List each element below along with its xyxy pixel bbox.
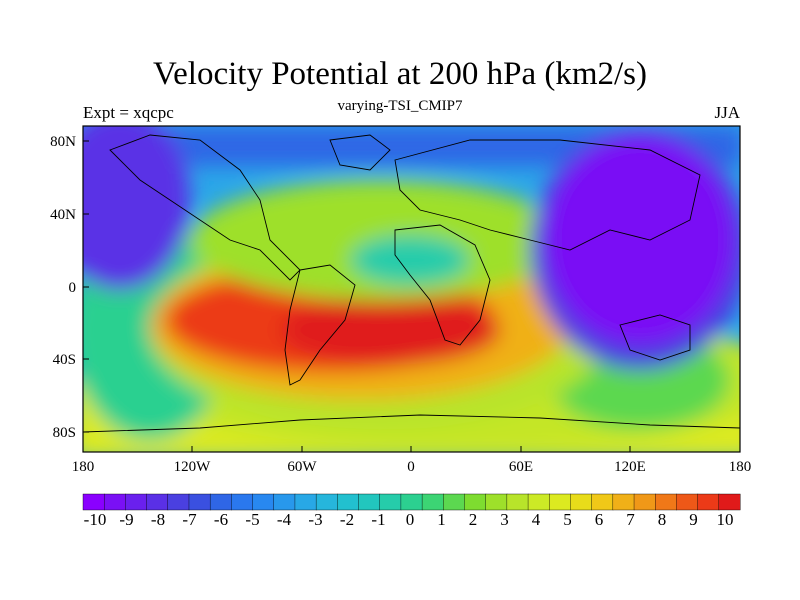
colorbar-swatch: [252, 493, 275, 511]
colorbar-swatch: [294, 493, 317, 511]
north-pacific-purple-west: [83, 126, 190, 290]
colorbar-swatch: [400, 493, 423, 511]
colorbar-swatch: [379, 493, 402, 511]
plot-title: Velocity Potential at 200 hPa (km2/s): [152, 56, 648, 92]
colorbar-label: 0: [406, 510, 415, 529]
africa-coast: [394, 224, 491, 346]
lat-label: 40S: [53, 352, 76, 368]
lat-label: 80N: [50, 134, 76, 150]
colorbar-swatch: [231, 493, 254, 511]
coastlines: [83, 134, 740, 433]
lat-label: 0: [69, 280, 77, 296]
colorbar-swatch: [443, 493, 465, 511]
north-america-coast: [109, 134, 301, 281]
colorbar-swatch: [337, 493, 360, 511]
atlantic-max: [280, 295, 500, 365]
colorbar-swatch: [655, 493, 677, 511]
sahara-cool-pocket: [350, 235, 470, 285]
colorbar-label: 2: [469, 510, 478, 529]
colorbar-label: -5: [245, 510, 259, 529]
colorbar-label: -7: [182, 510, 197, 529]
colorbar-label: 1: [437, 510, 446, 529]
colorbar-swatch: [718, 493, 741, 511]
run-label: varying-TSI_CMIP7: [337, 98, 463, 114]
colorbar-swatch: [570, 493, 593, 511]
colorbar-labels: -10 -9 -8 -7 -6 -5 -4 -3 -2 -1 0 1 2 3 4 5 6 7 8 9 10: [84, 510, 734, 529]
eurasia-coast: [394, 139, 701, 251]
colorbar-label: -6: [214, 510, 228, 529]
colorbar-swatch: [188, 493, 211, 511]
colorbar-label: -9: [119, 510, 133, 529]
colorbar-label: 9: [689, 510, 698, 529]
colorbar-swatch: [506, 493, 529, 511]
colorbar-label: 4: [532, 510, 541, 529]
colorbar-swatch: [146, 493, 169, 511]
colorbar-label: -10: [84, 510, 107, 529]
colorbar-swatch: [527, 493, 550, 511]
colorbar-swatch: [209, 493, 232, 511]
colorbar-label: 6: [595, 510, 604, 529]
experiment-label: Expt = xqcpc: [83, 103, 174, 122]
velocity-potential-field: [83, 126, 740, 452]
colorbar-label: -2: [340, 510, 354, 529]
longitude-axis: 180 120W 60W 0 60E 120E 180: [72, 446, 752, 475]
colorbar: [82, 493, 741, 511]
lat-label: 80S: [53, 425, 76, 441]
australia-coast: [619, 314, 691, 361]
season-label: JJA: [714, 103, 740, 122]
lon-label: 180: [729, 459, 752, 475]
colorbar-swatch: [485, 493, 508, 511]
west-pacific-purple: [545, 135, 735, 345]
latitude-axis: 80N 40N 0 40S 80S: [50, 134, 89, 441]
lon-label: 120W: [174, 459, 212, 475]
colorbar-swatch: [697, 493, 720, 511]
colorbar-label: -1: [371, 510, 385, 529]
colorbar-swatch: [315, 493, 338, 511]
colorbar-label: 7: [626, 510, 635, 529]
colorbar-swatch: [167, 493, 190, 511]
colorbar-swatch: [421, 493, 444, 511]
lat-label: 40N: [50, 207, 76, 223]
lon-label: 180: [72, 459, 95, 475]
colorbar-label: -3: [308, 510, 322, 529]
colorbar-swatch: [633, 493, 656, 511]
lon-label: 0: [407, 459, 415, 475]
colorbar-swatch: [676, 493, 699, 511]
colorbar-swatch: [612, 493, 635, 511]
colorbar-swatch: [464, 493, 487, 511]
colorbar-swatch: [82, 493, 105, 511]
colorbar-swatch: [103, 493, 126, 511]
colorbar-swatch: [549, 493, 571, 511]
lon-label: 120E: [614, 459, 646, 475]
lon-label: 60W: [287, 459, 317, 475]
colorbar-swatch: [273, 493, 296, 511]
colorbar-swatch: [358, 493, 381, 511]
lon-label: 60E: [509, 459, 533, 475]
colorbar-label: 8: [658, 510, 667, 529]
colorbar-swatch: [125, 493, 148, 511]
south-america-coast: [284, 264, 356, 386]
colorbar-label: -8: [151, 510, 165, 529]
antarctica-coast: [83, 414, 740, 433]
colorbar-label: -4: [277, 510, 292, 529]
colorbar-label: 5: [563, 510, 572, 529]
colorbar-label: 3: [500, 510, 509, 529]
greenland-coast: [329, 134, 391, 171]
colorbar-swatch: [591, 493, 614, 511]
colorbar-label: 10: [717, 510, 734, 529]
